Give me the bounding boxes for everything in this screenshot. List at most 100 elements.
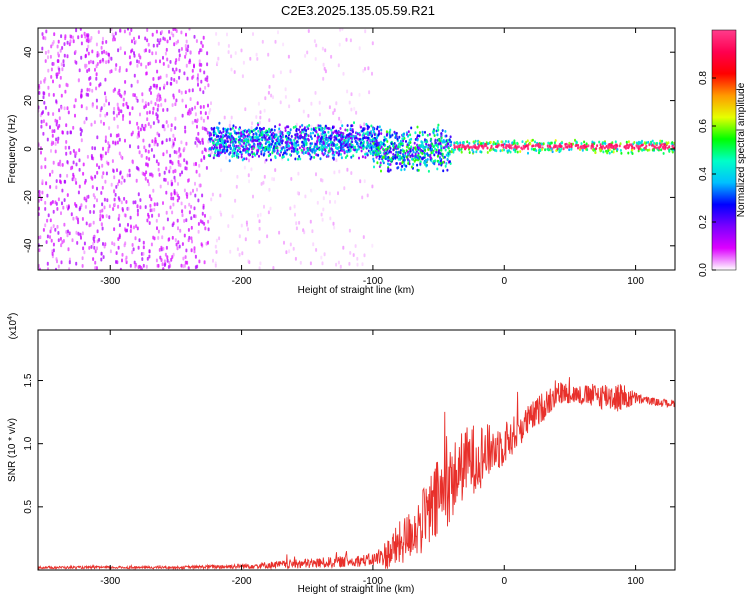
heatmap-cell: [299, 260, 302, 265]
heatmap-cell: [289, 128, 292, 132]
heatmap-cell: [190, 236, 193, 241]
heatmap-cell: [389, 168, 392, 172]
heatmap-cell: [186, 195, 189, 199]
heatmap-cell: [106, 111, 109, 116]
heatmap-cell: [264, 136, 267, 140]
heatmap-cell: [375, 144, 378, 148]
heatmap-cell: [332, 111, 335, 115]
heatmap-cell: [195, 169, 198, 174]
heatmap-cell: [91, 185, 94, 189]
heatmap-cell: [257, 148, 260, 152]
heatmap-cell: [52, 93, 55, 97]
heatmap-cell: [286, 140, 289, 144]
heatmap-cell: [568, 148, 571, 152]
heatmap-cell: [376, 161, 379, 165]
heatmap-cell: [75, 261, 78, 266]
heatmap-cell: [322, 196, 325, 201]
heatmap-cell: [360, 144, 363, 147]
heatmap-cell: [218, 121, 221, 125]
heatmap-cell: [193, 63, 195, 68]
heatmap-cell: [80, 203, 83, 208]
heatmap-cell: [330, 128, 333, 132]
heatmap-cell: [228, 132, 231, 136]
heatmap-cell: [513, 139, 516, 143]
heatmap-cell: [77, 231, 80, 236]
heatmap-cell: [252, 139, 255, 143]
heatmap-cell: [152, 106, 155, 111]
heatmap-cell: [516, 150, 519, 154]
heatmap-cell: [348, 228, 351, 233]
heatmap-cell: [564, 143, 567, 146]
heatmap-cell: [128, 111, 131, 116]
heatmap-cell: [142, 263, 145, 268]
heatmap-cell: [124, 80, 127, 84]
heatmap-cell: [290, 149, 293, 153]
heatmap-cell: [264, 145, 267, 149]
heatmap-cell: [257, 123, 260, 127]
heatmap-cell: [327, 149, 330, 153]
heatmap-cell: [136, 204, 139, 209]
heatmap-cell: [249, 56, 252, 61]
heatmap-cell: [127, 105, 130, 110]
heatmap-cell: [471, 148, 474, 152]
heatmap-cell: [447, 146, 450, 150]
heatmap-cell: [147, 42, 150, 47]
heatmap-cell: [229, 146, 232, 150]
heatmap-cell: [554, 145, 557, 149]
heatmap-cell: [168, 169, 171, 174]
heatmap-cell: [361, 129, 364, 133]
x-tick-label: -100: [363, 576, 383, 587]
heatmap-cell: [452, 150, 455, 154]
heatmap-cell: [72, 216, 75, 221]
heatmap-cell: [283, 149, 286, 153]
heatmap-cell: [574, 138, 576, 142]
heatmap-cell: [174, 238, 177, 242]
heatmap-cell: [249, 135, 252, 139]
heatmap-cell: [62, 63, 65, 68]
heatmap-cell: [237, 140, 240, 144]
heatmap-cell: [100, 251, 103, 256]
heatmap-cell: [163, 263, 166, 267]
heatmap-cell: [307, 134, 310, 138]
heatmap-cell: [315, 153, 318, 157]
heatmap-cell: [188, 28, 191, 31]
heatmap-cell: [434, 138, 437, 142]
heatmap-cell: [608, 151, 611, 155]
heatmap-cell: [197, 82, 199, 87]
heatmap-cell: [165, 166, 168, 171]
heatmap-cell: [107, 52, 110, 57]
heatmap-cell: [172, 196, 175, 201]
heatmap-cell: [277, 130, 280, 134]
heatmap-cell: [159, 86, 161, 91]
heatmap-cell: [43, 100, 46, 105]
heatmap-cell: [210, 101, 212, 106]
heatmap-cell: [210, 150, 213, 155]
heatmap-cell: [285, 250, 288, 255]
heatmap-cell: [107, 161, 110, 166]
heatmap-cell: [163, 127, 166, 132]
heatmap-cell: [299, 157, 302, 161]
heatmap-cell: [146, 218, 149, 223]
heatmap-cell: [192, 188, 194, 193]
heatmap-cell: [193, 34, 196, 39]
heatmap-cell: [88, 60, 90, 65]
heatmap-cell: [336, 134, 339, 138]
heatmap-cell: [135, 96, 138, 100]
heatmap-cell: [44, 223, 47, 228]
heatmap-cell: [66, 160, 69, 164]
heatmap-cell: [45, 122, 48, 127]
heatmap-cell: [105, 171, 108, 176]
heatmap-cell: [342, 71, 345, 76]
heatmap-cell: [262, 180, 265, 185]
heatmap-cell: [42, 131, 45, 136]
heatmap-cell: [58, 108, 61, 113]
heatmap-cell: [438, 151, 441, 155]
heatmap-cell: [118, 223, 121, 228]
heatmap-cell: [63, 42, 66, 46]
heatmap-cell: [629, 143, 632, 147]
heatmap-cell: [42, 91, 45, 95]
heatmap-cell: [395, 162, 398, 165]
heatmap-cell: [396, 155, 399, 159]
heatmap-cell: [329, 199, 331, 204]
heatmap-cell: [119, 28, 122, 33]
